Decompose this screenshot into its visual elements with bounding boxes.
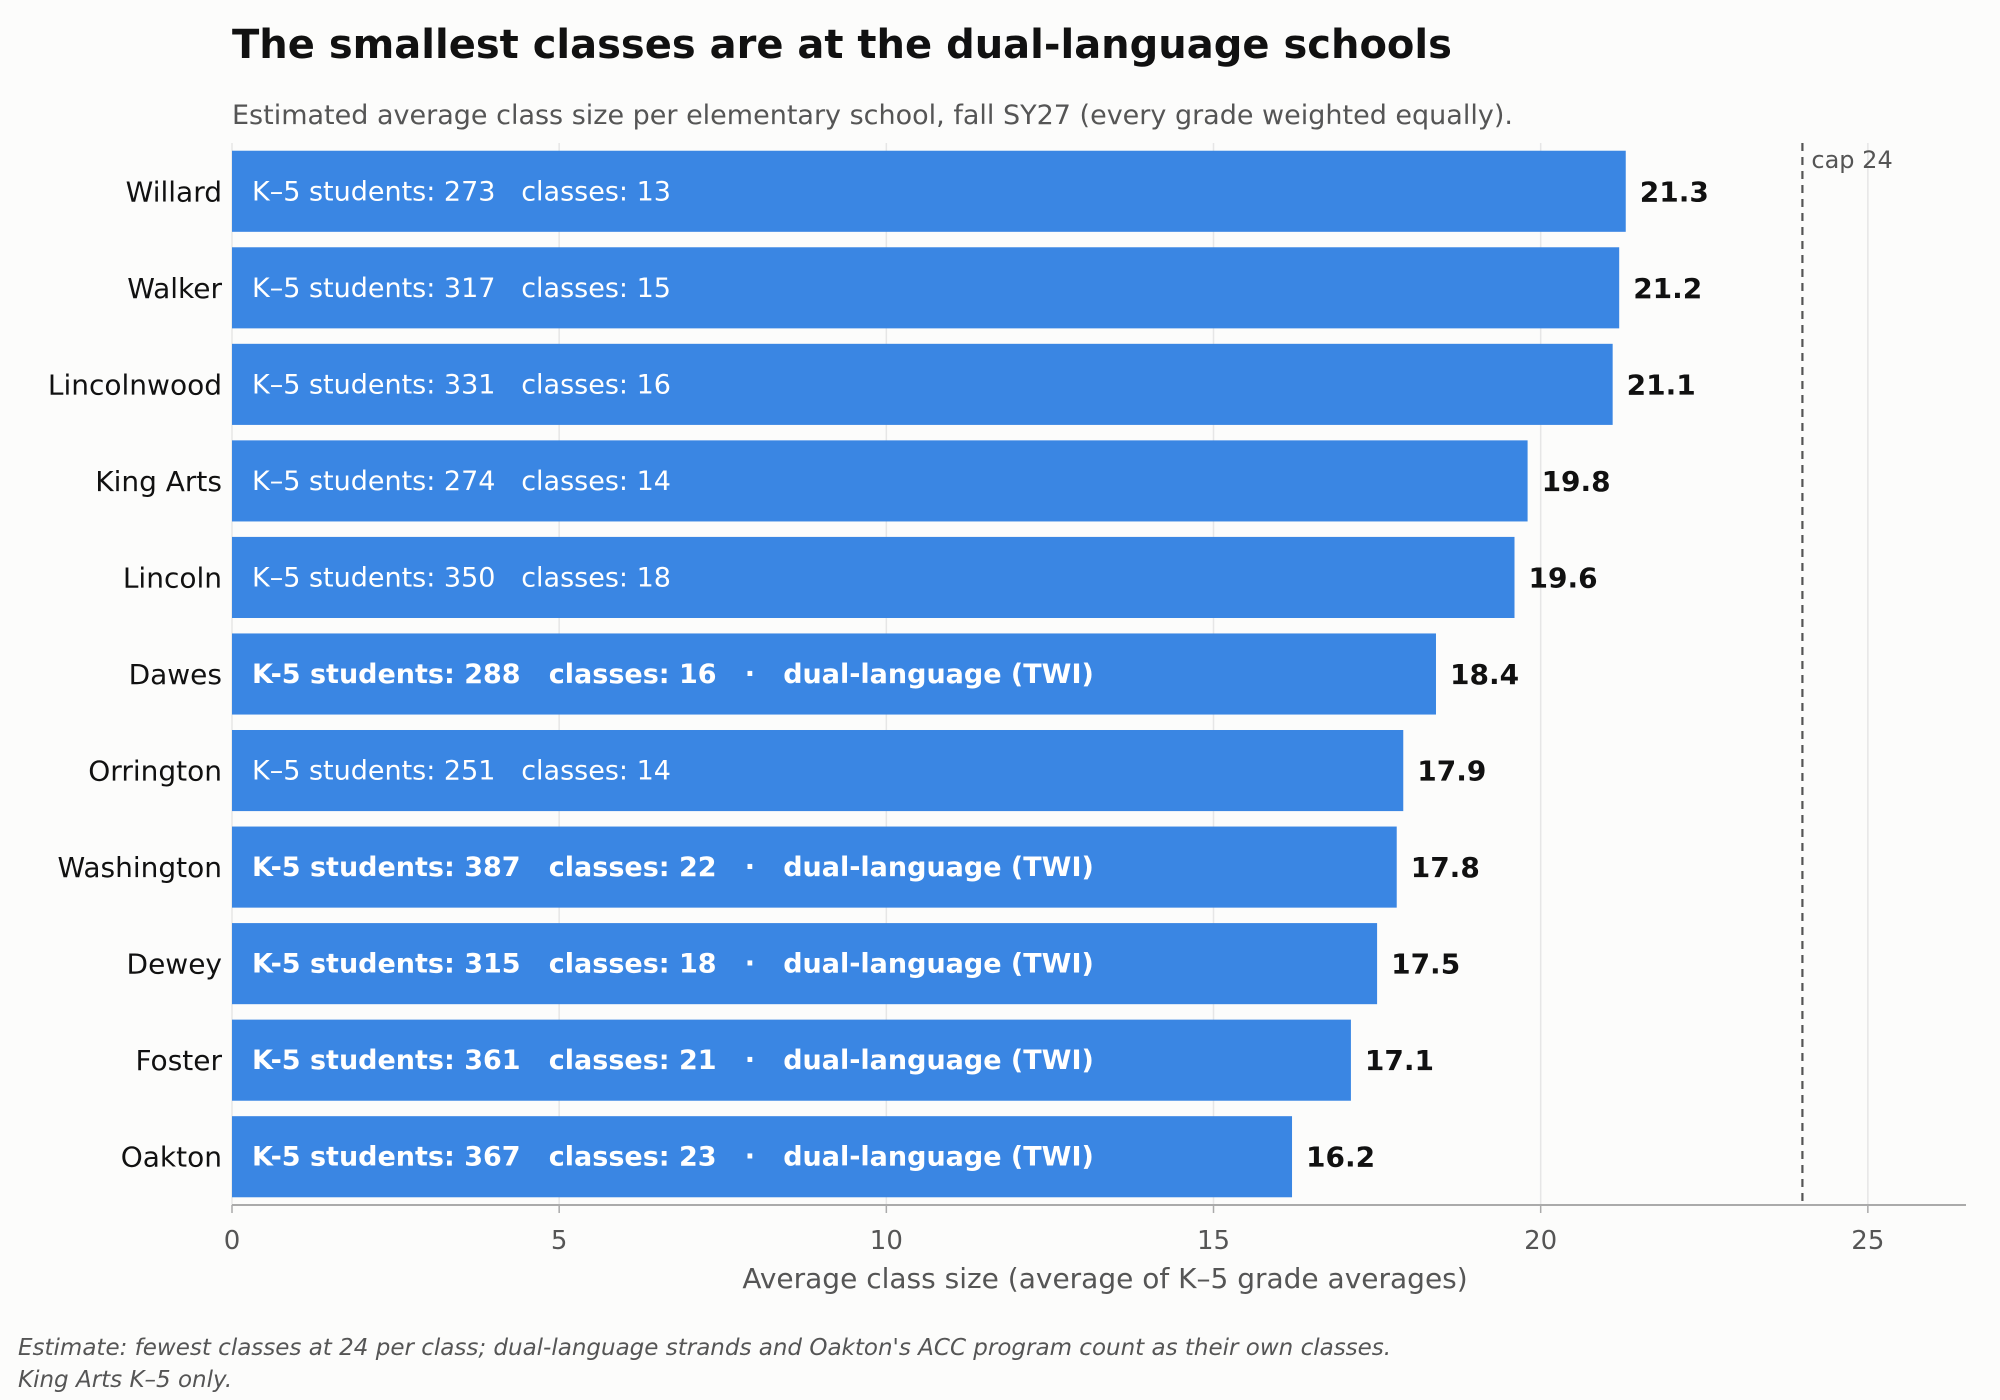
bar	[232, 826, 1397, 908]
reference-line-group: cap 24	[1801, 143, 1893, 1205]
chart-subtitle: Estimated average class size per element…	[232, 100, 1513, 131]
category-label: Washington	[57, 851, 222, 884]
bar-inside-label: K–5 students: 331 classes: 16	[252, 369, 671, 400]
bar	[232, 729, 1404, 812]
value-label: 21.3	[1640, 175, 1709, 208]
bar	[232, 247, 1620, 329]
bar	[232, 1019, 1351, 1101]
x-tick-label: 10	[870, 1226, 903, 1256]
bars: Willard K–5 students: 273 classes: 13 21.3…	[48, 150, 1709, 1198]
category-label: Willard	[126, 175, 222, 208]
bar-inside-label: K–5 students: 274 classes: 14	[252, 466, 671, 497]
footnote-line-2: King Arts K–5 only.	[18, 1367, 233, 1393]
value-label: 19.6	[1529, 561, 1598, 594]
value-label: 17.1	[1365, 1044, 1434, 1077]
category-label: Lincolnwood	[48, 368, 222, 401]
cap-reference-label: cap 24	[1811, 146, 1892, 174]
x-tick-label: 0	[224, 1226, 241, 1256]
bar-inside-label: K–5 students: 317 classes: 15	[252, 273, 671, 304]
category-label: King Arts	[95, 465, 222, 498]
value-label: 17.9	[1417, 755, 1486, 788]
category-label: Orrington	[88, 755, 222, 788]
x-tick-label: 20	[1524, 1226, 1557, 1256]
bar-inside-label: K-5 students: 288 classes: 16 · dual-lan…	[252, 659, 1094, 690]
bar	[232, 923, 1378, 1005]
footnote-line-1: Estimate: fewest classes at 24 per class…	[18, 1335, 1392, 1361]
value-label: 16.2	[1306, 1141, 1375, 1174]
value-label: 17.8	[1411, 851, 1480, 884]
bar	[232, 150, 1626, 232]
bar-inside-label: K–5 students: 350 classes: 18	[252, 562, 671, 593]
bar-inside-label: K-5 students: 315 classes: 18 · dual-lan…	[252, 949, 1094, 980]
bar	[232, 343, 1613, 425]
category-label: Walker	[127, 272, 222, 305]
value-label: 21.1	[1627, 368, 1696, 401]
category-label: Dewey	[127, 948, 222, 981]
x-tick-label: 25	[1851, 1226, 1884, 1256]
bar-inside-label: K-5 students: 361 classes: 21 · dual-lan…	[252, 1045, 1094, 1076]
chart-title: The smallest classes are at the dual-lan…	[232, 22, 1452, 68]
bar-inside-label: K-5 students: 387 classes: 22 · dual-lan…	[252, 852, 1094, 883]
bar	[232, 440, 1528, 522]
value-label: 21.2	[1633, 272, 1702, 305]
bar-inside-label: K–5 students: 251 classes: 14	[252, 756, 671, 787]
value-label: 17.5	[1391, 948, 1460, 981]
category-label: Dawes	[129, 658, 222, 691]
x-tick-label: 5	[551, 1226, 568, 1256]
category-label: Oakton	[121, 1141, 222, 1174]
category-label: Lincoln	[123, 561, 222, 594]
bar-inside-label: K-5 students: 367 classes: 23 · dual-lan…	[252, 1142, 1094, 1173]
x-axis: 0 5 10 15 20 25	[224, 1204, 1966, 1256]
category-label: Foster	[135, 1044, 222, 1077]
bar	[232, 633, 1436, 715]
footnote: Estimate: fewest classes at 24 per class…	[18, 1332, 1391, 1396]
x-axis-label: Average class size (average of K–5 grade…	[742, 1262, 1467, 1295]
bar-inside-label: K–5 students: 273 classes: 13	[252, 176, 671, 207]
bar	[232, 1116, 1293, 1198]
bar	[232, 536, 1515, 619]
value-label: 19.8	[1542, 465, 1611, 498]
x-tick-label: 15	[1197, 1226, 1230, 1256]
value-label: 18.4	[1450, 658, 1519, 691]
